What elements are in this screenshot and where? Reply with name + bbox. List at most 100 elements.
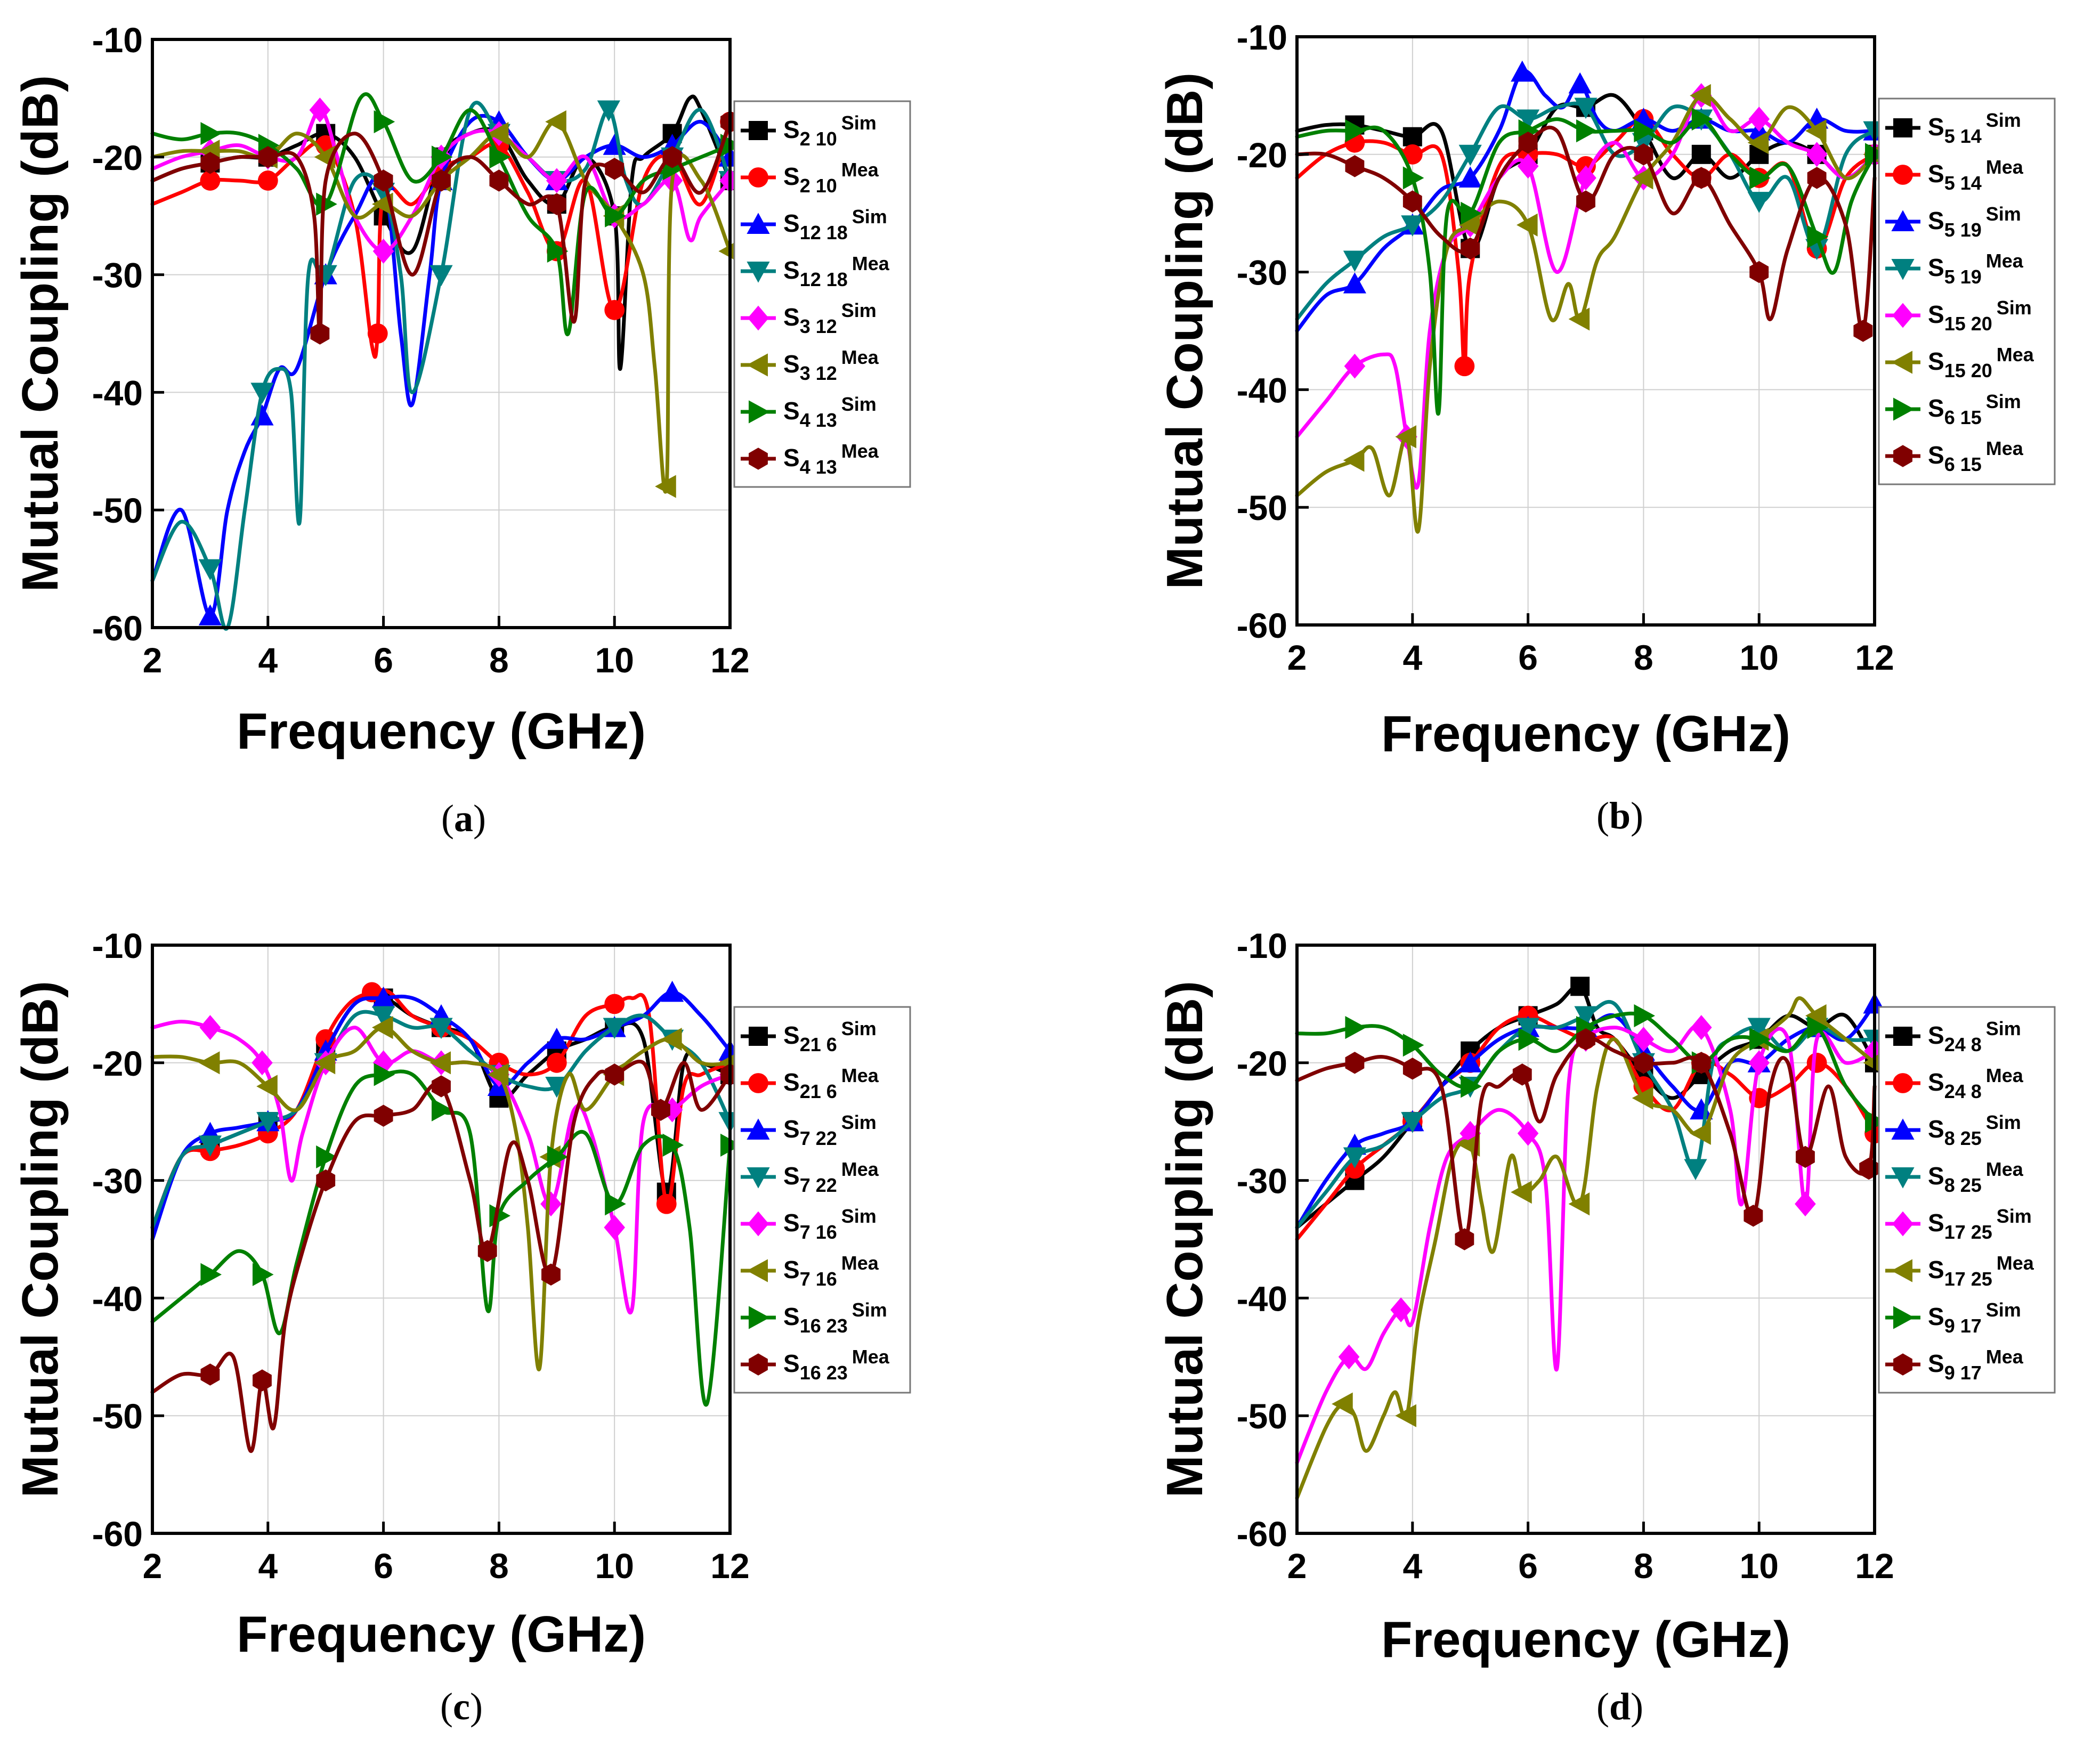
legend-swatch-marker-b-3 <box>1891 259 1915 280</box>
series-marker-a-3-21 <box>597 100 620 122</box>
legend-item-b-3: S5 19Mea <box>1885 250 2024 288</box>
legend-swatch-marker-d-7 <box>1893 1353 1912 1376</box>
legend-label-sup-a-0: Sim <box>841 112 877 134</box>
ticks-c: 2 4 6 8 10 12 -10 -20 -30 -40 -50 -60 <box>92 926 750 1586</box>
legend-label-sub-a-6: 4 13 <box>800 409 837 431</box>
legend-label-sup-b-6: Sim <box>1986 391 2021 412</box>
series-marker-a-5-19 <box>655 475 676 498</box>
y-tick-label-1: -20 <box>1237 1044 1287 1083</box>
series-marker-b-4-21 <box>1806 142 1828 167</box>
series-line-b-4 <box>1295 93 1877 490</box>
legend-item-a-7: S4 13Mea <box>741 440 879 478</box>
legend-item-d-6: S9 17Sim <box>1885 1299 2021 1337</box>
legend-box-a <box>733 100 911 488</box>
series-marker-c-1-17 <box>604 994 625 1014</box>
legend-label-sub-b-5: 15 20 <box>1944 360 1992 381</box>
legend-label-s-b-3: S <box>1928 254 1944 281</box>
y-tick-label-0: -10 <box>1237 18 1287 57</box>
series-marker-b-6-2 <box>1345 119 1366 143</box>
series-marker-a-4-15 <box>546 168 567 193</box>
series-marker-d-6-18 <box>1807 1015 1829 1039</box>
series-marker-c-6-2 <box>200 1263 222 1286</box>
legend-label-sub-c-2: 7 22 <box>800 1127 837 1149</box>
legend-swatch-marker-d-1 <box>1893 1073 1913 1093</box>
legend-label-d-2: S8 25Sim <box>1928 1111 2021 1149</box>
legend-label-sup-c-0: Sim <box>841 1018 877 1039</box>
x-tick-label-5: 12 <box>1855 638 1894 677</box>
x-tick-label-5: 12 <box>1855 1546 1894 1586</box>
legend-label-b-2: S5 19Sim <box>1928 203 2021 241</box>
series-marker-d-5-28 <box>1805 1004 1827 1028</box>
legend-label-sup-b-1: Mea <box>1986 156 2024 178</box>
legend-label-sub-d-5: 17 25 <box>1944 1268 1992 1290</box>
series-b-7 <box>1295 125 1877 342</box>
legend-label-b-5: S15 20Mea <box>1928 344 2034 381</box>
series-marker-d-6-8 <box>1518 1028 1540 1051</box>
series-marker-c-7-5 <box>253 1369 272 1392</box>
series-marker-c-7-2 <box>200 1363 220 1386</box>
legend-label-sup-d-0: Sim <box>1986 1018 2021 1039</box>
series-marker-b-2-6 <box>1458 166 1482 188</box>
legend-label-a-4: S3 12Sim <box>783 299 877 337</box>
chart-panel-a: 2 4 6 8 10 12 -10 -20 -30 -40 -50 -60 Frequency (GH… <box>12 20 911 840</box>
panel-label-letter-b: b <box>1609 794 1631 837</box>
legend-label-sup-d-1: Mea <box>1986 1064 2024 1086</box>
series-line-d-4 <box>1295 1023 1877 1465</box>
series-marker-d-4-24 <box>1795 1191 1816 1217</box>
x-tick-label-4: 10 <box>1739 638 1778 677</box>
legend-swatch-marker-a-1 <box>748 167 768 188</box>
legend-label-sup-c-7: Mea <box>852 1346 890 1368</box>
legend-label-sup-a-5: Mea <box>841 346 879 368</box>
panel-label-a: (a) <box>441 797 486 840</box>
series-marker-a-4-6 <box>309 97 331 123</box>
legend-item-b-2: S5 19Sim <box>1885 203 2021 241</box>
series-marker-b-5-21 <box>1747 131 1769 155</box>
legend-label-s-a-4: S <box>783 303 800 331</box>
legend-item-b-0: S5 14Sim <box>1885 109 2021 147</box>
x-tick-label-1: 4 <box>258 640 278 680</box>
y-tick-label-4: -50 <box>92 491 143 530</box>
x-tick-label-5: 12 <box>710 1546 749 1586</box>
series-marker-c-6-20 <box>662 1133 684 1157</box>
series-line-a-5 <box>150 119 732 494</box>
series-marker-a-7-4 <box>258 146 278 168</box>
legend-label-s-d-3: S <box>1928 1162 1944 1190</box>
series-marker-b-7-14 <box>1691 167 1711 189</box>
legend-swatch-marker-a-2 <box>747 213 770 234</box>
x-tick-label-0: 2 <box>1287 1546 1307 1586</box>
series-marker-c-3-10 <box>429 1018 453 1039</box>
series-line-a-6 <box>150 92 732 337</box>
series-marker-d-7-9 <box>1512 1063 1532 1086</box>
legend-label-s-b-1: S <box>1928 160 1944 188</box>
series-marker-a-4-9 <box>372 239 394 264</box>
legend-item-c-6: S16 23Sim <box>741 1299 887 1337</box>
legend-swatch-marker-b-6 <box>1893 397 1915 421</box>
legend-swatch-marker-c-2 <box>747 1118 770 1140</box>
series-d-5 <box>1295 996 1884 1500</box>
y-tick-label-3: -40 <box>1237 1279 1287 1318</box>
x-axis-title: Frequency (GHz) <box>237 703 646 760</box>
legend-item-c-7: S16 23Mea <box>741 1346 890 1384</box>
legend-label-a-2: S12 18Sim <box>783 206 887 243</box>
legend-label-sub-d-6: 9 17 <box>1944 1315 1982 1337</box>
y-tick-label-1: -20 <box>1237 135 1287 175</box>
series-c-5 <box>150 1015 740 1371</box>
legend-label-b-1: S5 14Mea <box>1928 156 2024 194</box>
y-tick-label-2: -30 <box>92 1161 143 1201</box>
series-marker-b-0-14 <box>1691 144 1711 164</box>
series-marker-a-2-20 <box>603 134 626 155</box>
legend-swatch-marker-a-0 <box>749 121 768 140</box>
x-axis-title: Frequency (GHz) <box>1381 705 1790 762</box>
y-tick-label-0: -10 <box>1237 926 1287 965</box>
ticks-b: 2 4 6 8 10 12 -10 -20 -30 -40 -50 -60 <box>1237 18 1894 677</box>
legend-swatch-marker-a-4 <box>748 305 769 331</box>
x-tick-label-3: 8 <box>489 1546 509 1586</box>
x-tick-label-3: 8 <box>1634 1546 1653 1586</box>
plot-frame-b <box>1295 35 1876 627</box>
legend-label-s-d-7: S <box>1928 1350 1944 1377</box>
y-axis-title: Mutual Coupling (dB) <box>1156 981 1213 1498</box>
legend-label-b-6: S6 15Sim <box>1928 391 2021 428</box>
